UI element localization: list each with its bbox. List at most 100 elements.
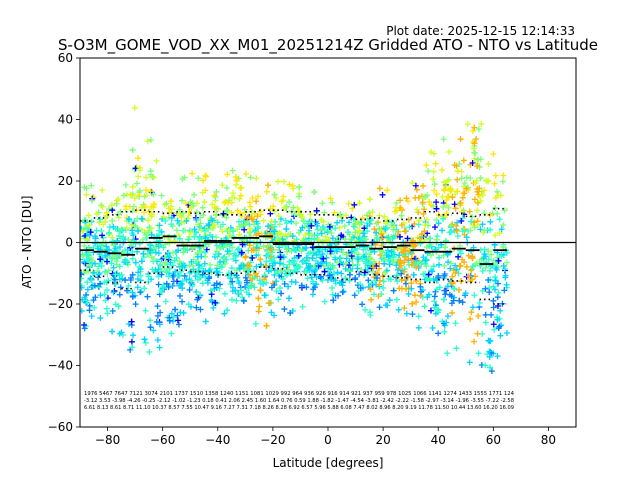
data-point xyxy=(317,273,324,280)
data-point xyxy=(492,172,499,179)
data-point xyxy=(227,224,234,231)
data-point xyxy=(138,215,145,222)
data-point xyxy=(447,265,454,272)
data-point xyxy=(201,227,208,234)
data-point xyxy=(131,218,138,225)
data-point xyxy=(196,265,203,272)
data-point xyxy=(349,205,356,212)
data-point xyxy=(477,226,484,233)
data-point xyxy=(274,178,281,185)
data-point xyxy=(415,324,422,331)
data-point xyxy=(233,297,240,304)
data-point xyxy=(198,227,205,234)
data-point xyxy=(268,218,275,225)
data-point xyxy=(91,282,98,289)
data-point xyxy=(128,221,135,228)
data-point xyxy=(263,258,270,265)
data-point xyxy=(265,223,272,230)
data-point xyxy=(234,274,241,281)
data-point xyxy=(485,277,492,284)
data-point xyxy=(493,266,500,273)
data-point xyxy=(300,258,307,265)
data-point xyxy=(267,205,274,212)
data-point xyxy=(150,174,157,181)
data-point xyxy=(175,220,182,227)
data-point xyxy=(164,234,171,241)
data-point xyxy=(91,304,98,311)
data-point xyxy=(492,232,499,239)
data-point xyxy=(213,188,220,195)
data-point xyxy=(500,222,507,229)
data-point xyxy=(440,215,447,222)
data-point xyxy=(193,304,200,311)
data-point xyxy=(149,211,156,218)
data-point xyxy=(282,232,289,239)
data-point xyxy=(450,297,457,304)
data-point xyxy=(454,227,461,234)
data-point xyxy=(224,307,231,314)
data-point xyxy=(485,256,492,263)
data-point xyxy=(374,234,381,241)
data-point xyxy=(94,268,101,275)
x-tick-label: −80 xyxy=(95,433,120,447)
data-point xyxy=(211,221,218,228)
data-point xyxy=(110,264,117,271)
data-point xyxy=(225,199,232,206)
data-point xyxy=(438,167,445,174)
data-point xyxy=(188,204,195,211)
data-point xyxy=(277,268,284,275)
data-point xyxy=(338,270,345,277)
data-point xyxy=(479,221,486,228)
data-point xyxy=(324,228,331,235)
data-point xyxy=(426,235,433,242)
data-point xyxy=(446,148,453,155)
data-point xyxy=(193,288,200,295)
data-point xyxy=(110,289,117,296)
bin-statistics xyxy=(80,207,508,305)
data-point xyxy=(134,275,141,282)
data-point xyxy=(495,257,502,264)
data-point xyxy=(174,317,181,324)
data-point xyxy=(403,310,410,317)
data-point xyxy=(309,291,316,298)
data-point xyxy=(257,211,264,218)
data-point xyxy=(81,184,88,191)
data-point xyxy=(175,321,182,328)
data-point xyxy=(92,235,99,242)
data-point xyxy=(129,271,136,278)
data-point xyxy=(418,231,425,238)
data-point xyxy=(244,214,251,221)
data-point xyxy=(382,268,389,275)
data-point xyxy=(234,246,241,253)
data-point xyxy=(300,217,307,224)
data-point xyxy=(283,226,290,233)
data-point xyxy=(175,232,182,239)
data-point xyxy=(199,177,206,184)
data-point xyxy=(141,203,148,210)
data-point xyxy=(473,136,480,143)
data-point xyxy=(494,210,501,217)
data-point xyxy=(255,223,262,230)
data-point xyxy=(401,268,408,275)
data-point xyxy=(389,219,396,226)
data-point xyxy=(346,277,353,284)
data-point xyxy=(132,259,139,266)
data-point xyxy=(225,251,232,258)
data-point xyxy=(141,285,148,292)
data-point xyxy=(128,338,135,345)
data-point xyxy=(104,287,111,294)
data-point xyxy=(441,296,448,303)
data-point xyxy=(253,175,260,182)
data-point xyxy=(454,168,461,175)
data-point xyxy=(116,263,123,270)
data-point xyxy=(328,284,335,291)
data-point xyxy=(412,194,419,201)
data-point xyxy=(466,208,473,215)
data-point xyxy=(255,230,262,237)
data-point xyxy=(171,257,178,264)
data-point xyxy=(90,297,97,304)
data-point xyxy=(490,297,497,304)
data-point xyxy=(83,257,90,264)
data-point xyxy=(459,299,466,306)
data-point xyxy=(156,222,163,229)
